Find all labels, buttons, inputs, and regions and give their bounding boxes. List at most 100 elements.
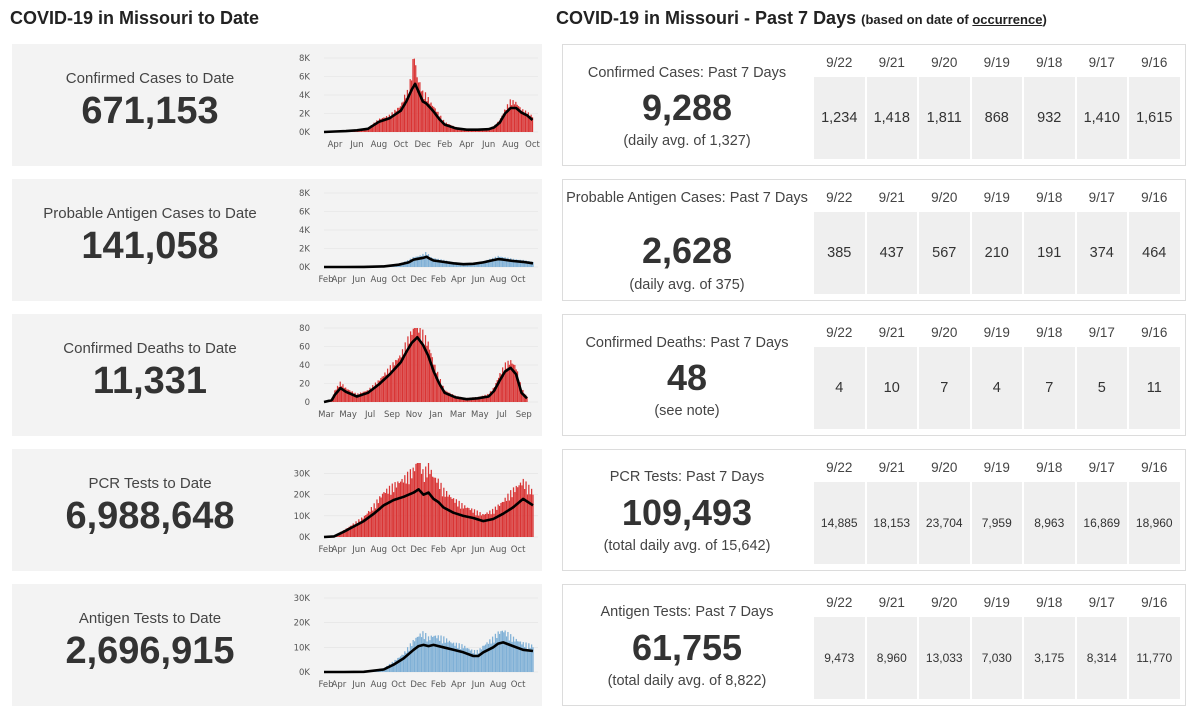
daily-bar [521,485,523,537]
daily-bar [381,376,383,402]
daily-bar [487,513,490,537]
daily-bar [416,636,418,672]
daily-bar [464,645,466,672]
day-column: 9/20 1,811 [918,45,971,165]
day-column: 9/19 7,959 [971,450,1024,570]
daily-bar [487,643,490,672]
daily-bar [430,635,432,672]
daily-bar [346,389,348,402]
daily-bar [443,390,446,402]
daily-bar [432,636,434,672]
daily-bar [524,489,526,537]
daily-bar [511,105,513,132]
daily-bar [459,128,461,132]
daily-bar [408,484,410,537]
daily-bar [423,481,425,537]
daily-bar [493,513,495,537]
confirmed-cases-chart[interactable]: 0K 2K 4K 6K 8K Apr Jun Aug Oct Dec Feb Apr Jun Aug Oct [288,44,542,166]
daily-bar [489,391,492,402]
day-column: 9/22 14,885 [813,450,866,570]
y-tick-label: 4K [299,226,310,236]
daily-bar [405,98,407,132]
daily-bar [447,642,449,672]
daily-bar [506,104,509,132]
daily-bar [491,636,494,672]
x-tick-label: Sep [516,410,532,420]
daily-bar [435,111,438,132]
day-value: 14,885 [814,482,865,564]
daily-bar [459,508,462,537]
day-value: 10 [866,347,917,429]
daily-grid: 9/22 4 9/21 10 9/20 7 9/19 4 9/18 7 9/17 5 9/16 11 [811,315,1185,435]
daily-bar [529,648,531,672]
daily-grid: 9/22 1,234 9/21 1,418 9/20 1,811 9/19 868 9/18 93… [811,45,1185,165]
daily-bar [505,258,508,267]
day-value: 23,704 [919,482,970,564]
y-tick-label: 0K [299,668,310,678]
daily-bar [512,258,515,267]
day-column: 9/16 11,770 [1128,585,1181,705]
moving-average-line [324,255,534,269]
daily-bar [438,116,441,132]
daily-bar [430,102,432,132]
daily-bar [493,387,496,402]
daily-bar [513,104,516,132]
daily-bar [405,483,407,537]
day-date: 9/16 [1141,460,1168,475]
daily-bar [417,82,420,132]
daily-bar [525,260,527,267]
day-date: 9/22 [826,190,853,205]
daily-bar [483,645,485,672]
daily-bar [508,107,510,132]
daily-bar [449,124,452,132]
daily-bar [409,469,412,537]
daily-bar [430,469,432,537]
day-date: 9/19 [983,55,1010,70]
past7-value: 109,493 [621,492,753,533]
to-date-label: Confirmed Deaths to Date [63,340,237,357]
occurrence-link[interactable]: occurrence [972,12,1043,27]
x-tick-label: Oct [391,275,406,285]
daily-bar [416,256,418,267]
daily-bar [494,256,497,267]
daily-bar [454,502,456,537]
daily-bar [403,94,406,132]
day-value: 385 [814,212,865,294]
daily-bar [402,101,404,132]
daily-bar [419,463,421,537]
daily-bar [354,524,356,537]
day-column: 9/18 191 [1023,180,1076,300]
day-column: 9/16 1,615 [1128,45,1181,165]
daily-bar [384,372,386,402]
deaths-chart[interactable]: 0 20 40 60 80 Mar May Jul Sep Nov Jan Mar May Jul Sep [288,314,542,436]
daily-bar [510,634,512,672]
daily-bar [448,640,451,672]
daily-bar [526,261,529,267]
daily-bar [367,510,370,537]
daily-bar [427,254,430,267]
day-date: 9/17 [1088,595,1115,610]
daily-bar [503,501,505,537]
daily-bar [395,111,397,132]
daily-bar [489,639,491,672]
daily-bar [487,260,490,267]
daily-bar [418,463,420,537]
y-tick-label: 0K [299,128,310,138]
daily-bar [378,118,381,132]
to-date-card-antigen-cases: Probable Antigen Cases to Date 141,058 0… [12,179,542,301]
daily-bar [445,490,448,537]
day-value: 1,234 [814,77,865,159]
daily-bar [420,341,423,402]
daily-bar [495,124,497,132]
daily-bar [410,331,412,402]
daily-bar [452,642,455,672]
daily-grid: 9/22 14,885 9/21 18,153 9/20 23,704 9/19 7,959 9… [811,450,1185,570]
daily-bar [517,487,519,537]
daily-bar [525,481,527,537]
daily-bar [444,123,446,132]
daily-bar [441,496,444,537]
daily-bar [522,109,524,132]
